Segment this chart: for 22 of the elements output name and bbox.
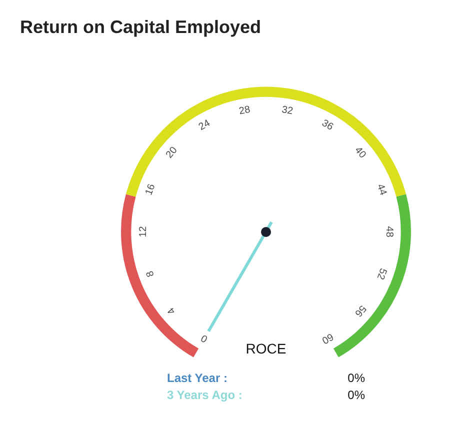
text: 12 [138,226,149,238]
text: 52 [374,266,388,282]
text: 24 [197,118,213,133]
text: 60 [319,330,335,346]
text: 0 [199,332,210,344]
text: 20 [164,144,180,161]
text: 40 [352,145,368,161]
text: 48 [383,226,394,238]
text: 56 [352,302,368,319]
text: 36 [320,118,336,134]
text: 32 [280,104,294,118]
text: 28 [238,104,252,118]
text: ROCE [246,340,286,357]
text: 0% [348,371,365,385]
text: 16 [144,182,158,197]
text: 0% [348,388,365,402]
text: 4 [166,304,178,316]
text: 44 [374,182,389,198]
text: Last Year : [167,371,228,385]
text: 3 Years Ago : [167,388,242,402]
text: 8 [144,268,157,278]
chart-title: Return on Capital Employed [20,17,262,38]
